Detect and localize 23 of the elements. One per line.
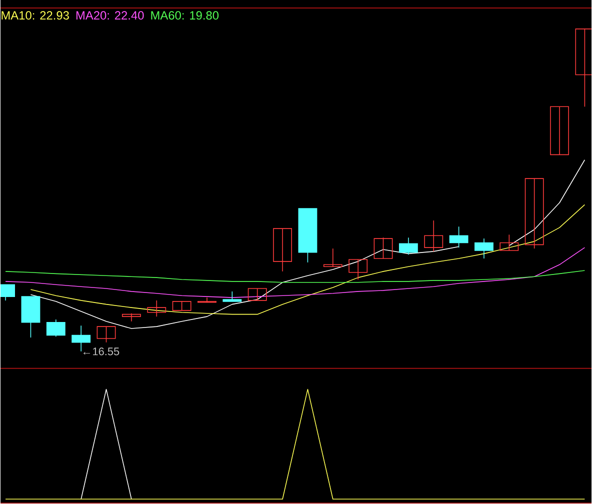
- candlestick: [550, 106, 569, 156]
- candlestick: [147, 300, 166, 318]
- candlestick: [348, 259, 368, 280]
- text: MA20: 22.40: [76, 11, 144, 20]
- candlestick: [500, 234, 519, 252]
- text: MA60: 19.80: [151, 11, 219, 20]
- candlestick: [96, 326, 116, 343]
- candlestick: [273, 228, 292, 272]
- candlestick: [46, 319, 66, 338]
- candlestick: [398, 237, 418, 256]
- candlestick: [449, 226, 468, 248]
- candlestick: [374, 237, 393, 260]
- annotation: ←16.55: [84, 348, 120, 356]
- candlestick: [474, 238, 494, 260]
- candlestick: [524, 178, 544, 250]
- candlestick: [424, 220, 444, 252]
- candlestick: [122, 313, 141, 322]
- text: MA10: 22.93: [2, 11, 69, 20]
- candlestick: [222, 291, 242, 302]
- candlestick: [172, 301, 192, 312]
- candlestick: [248, 288, 267, 302]
- candlestick: [198, 297, 216, 303]
- candlestick: [323, 248, 342, 268]
